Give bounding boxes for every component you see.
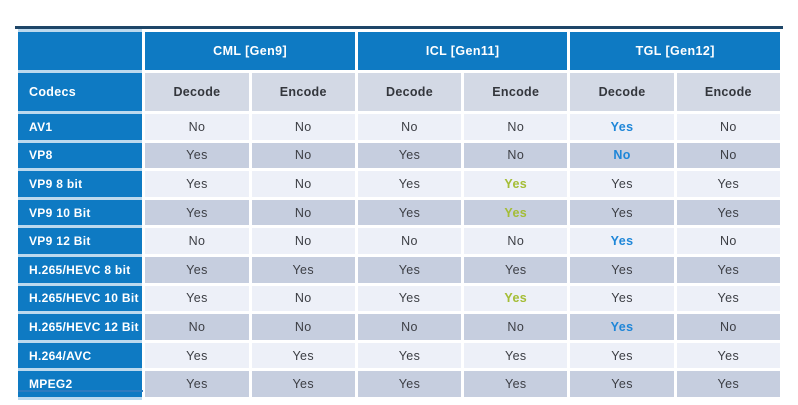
- support-cell: No: [464, 314, 568, 340]
- support-cell: Yes: [251, 342, 355, 369]
- support-cell: Yes: [676, 371, 780, 397]
- support-cell: Yes: [357, 142, 462, 169]
- support-cell: Yes: [145, 371, 249, 397]
- support-cell: No: [251, 142, 355, 169]
- support-cell: Yes: [570, 199, 674, 226]
- support-cell: No: [145, 228, 249, 254]
- support-cell: Yes: [357, 256, 462, 283]
- codec-support-table: CML [Gen9] ICL [Gen11] TGL [Gen12] Codec…: [15, 26, 783, 400]
- support-cell: No: [357, 314, 462, 340]
- codec-name-cell: H.265/HEVC 8 bit: [18, 256, 143, 283]
- subheader-icl-encode: Encode: [464, 73, 568, 111]
- codec-name-cell: AV1: [18, 114, 143, 140]
- table-row: VP9 10 Bit Yes No Yes Yes Yes Yes: [18, 199, 780, 226]
- table-row: H.264/AVC Yes Yes Yes Yes Yes Yes: [18, 342, 780, 369]
- support-cell: Yes: [251, 371, 355, 397]
- codec-name-cell: H.265/HEVC 10 Bit: [18, 285, 143, 312]
- table-header: CML [Gen9] ICL [Gen11] TGL [Gen12] Codec…: [18, 32, 780, 111]
- group-header-row: CML [Gen9] ICL [Gen11] TGL [Gen12]: [18, 32, 780, 70]
- support-cell: No: [464, 228, 568, 254]
- support-cell: No: [251, 114, 355, 140]
- table-row: MPEG2 Yes Yes Yes Yes Yes Yes: [18, 371, 780, 397]
- support-cell: Yes: [676, 199, 780, 226]
- support-cell: No: [145, 114, 249, 140]
- table-bottom-accent-line: [18, 390, 143, 392]
- support-cell: Yes: [464, 171, 568, 197]
- codecs-header-cell: Codecs: [18, 73, 143, 111]
- support-cell: Yes: [145, 171, 249, 197]
- support-cell: Yes: [464, 371, 568, 397]
- support-cell: No: [251, 314, 355, 340]
- support-cell: Yes: [145, 285, 249, 312]
- codec-name-cell: MPEG2: [18, 371, 143, 397]
- table-row: VP8 Yes No Yes No No No: [18, 142, 780, 169]
- support-cell: No: [251, 199, 355, 226]
- support-cell: Yes: [251, 256, 355, 283]
- support-cell: Yes: [676, 256, 780, 283]
- support-cell: No: [570, 142, 674, 169]
- support-cell: Yes: [464, 342, 568, 369]
- support-cell: No: [676, 142, 780, 169]
- codec-name-cell: H.264/AVC: [18, 342, 143, 369]
- support-cell: Yes: [357, 371, 462, 397]
- support-cell: Yes: [570, 371, 674, 397]
- table-row: H.265/HEVC 8 bit Yes Yes Yes Yes Yes Yes: [18, 256, 780, 283]
- subheader-tgl-decode: Decode: [570, 73, 674, 111]
- support-cell: No: [251, 228, 355, 254]
- support-cell: Yes: [145, 199, 249, 226]
- codec-name-cell: VP9 10 Bit: [18, 199, 143, 226]
- support-cell: Yes: [464, 285, 568, 312]
- support-cell: Yes: [676, 171, 780, 197]
- group-header-tgl: TGL [Gen12]: [570, 32, 780, 70]
- support-cell: No: [676, 228, 780, 254]
- support-cell: Yes: [570, 256, 674, 283]
- support-cell: Yes: [357, 171, 462, 197]
- codec-name-cell: VP9 12 Bit: [18, 228, 143, 254]
- group-header-cml: CML [Gen9]: [145, 32, 355, 70]
- table-row: VP9 12 Bit No No No No Yes No: [18, 228, 780, 254]
- table-row: H.265/HEVC 12 Bit No No No No Yes No: [18, 314, 780, 340]
- support-cell: No: [464, 142, 568, 169]
- table-row: H.265/HEVC 10 Bit Yes No Yes Yes Yes Yes: [18, 285, 780, 312]
- support-cell: Yes: [357, 199, 462, 226]
- support-cell: Yes: [357, 342, 462, 369]
- support-cell: Yes: [145, 256, 249, 283]
- table-body: AV1 No No No No Yes No VP8 Yes No Yes No No No VP9 8 b…: [18, 114, 780, 397]
- support-cell: Yes: [570, 171, 674, 197]
- support-cell: No: [251, 171, 355, 197]
- support-cell: Yes: [570, 228, 674, 254]
- subheader-cml-decode: Decode: [145, 73, 249, 111]
- support-cell: Yes: [357, 285, 462, 312]
- subheader-row: Codecs Decode Encode Decode Encode Decod…: [18, 73, 780, 111]
- support-cell: Yes: [464, 256, 568, 283]
- support-cell: Yes: [145, 142, 249, 169]
- table-row: AV1 No No No No Yes No: [18, 114, 780, 140]
- codec-name-cell: VP9 8 bit: [18, 171, 143, 197]
- codec-name-cell: VP8: [18, 142, 143, 169]
- support-cell: No: [251, 285, 355, 312]
- support-cell: Yes: [145, 342, 249, 369]
- support-cell: No: [357, 114, 462, 140]
- codec-name-cell: H.265/HEVC 12 Bit: [18, 314, 143, 340]
- support-cell: Yes: [570, 285, 674, 312]
- group-header-icl: ICL [Gen11]: [357, 32, 568, 70]
- support-cell: No: [676, 114, 780, 140]
- support-cell: No: [357, 228, 462, 254]
- support-cell: Yes: [676, 285, 780, 312]
- table-row: VP9 8 bit Yes No Yes Yes Yes Yes: [18, 171, 780, 197]
- corner-cell: [18, 32, 143, 70]
- support-cell: No: [676, 314, 780, 340]
- support-cell: Yes: [464, 199, 568, 226]
- support-cell: Yes: [570, 314, 674, 340]
- support-cell: Yes: [570, 342, 674, 369]
- support-cell: No: [145, 314, 249, 340]
- subheader-cml-encode: Encode: [251, 73, 355, 111]
- subheader-tgl-encode: Encode: [676, 73, 780, 111]
- support-cell: Yes: [676, 342, 780, 369]
- support-cell: No: [464, 114, 568, 140]
- support-cell: Yes: [570, 114, 674, 140]
- subheader-icl-decode: Decode: [357, 73, 462, 111]
